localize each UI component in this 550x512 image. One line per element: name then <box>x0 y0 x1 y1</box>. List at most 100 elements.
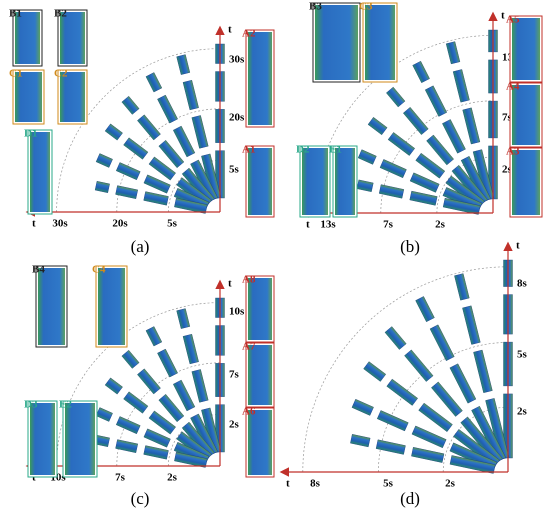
inset-image <box>98 268 125 345</box>
time-label: 20s <box>112 218 128 230</box>
stripe-segment <box>123 391 149 414</box>
inset-label: A6 <box>242 406 256 418</box>
stripe <box>415 296 506 462</box>
inset-image <box>248 278 272 340</box>
panel-label: (a) <box>131 237 150 256</box>
stripe <box>454 273 510 460</box>
stripe-segment <box>158 394 185 423</box>
stripe-segment <box>378 184 405 199</box>
stripe-segment <box>357 149 377 165</box>
stripe-segment <box>123 137 149 160</box>
stripe-segment <box>454 273 470 301</box>
inset-image <box>248 410 272 475</box>
stripe-segment <box>363 361 387 382</box>
inset-image <box>38 268 65 345</box>
stripe-segment <box>471 405 506 462</box>
time-label: 20s <box>229 112 245 124</box>
inset-image <box>335 148 355 215</box>
stripe <box>412 60 491 203</box>
time-label: 7s <box>383 219 394 231</box>
axis-label: t <box>228 24 232 36</box>
inset-label: B1 <box>9 8 22 20</box>
stripe-segment <box>376 410 409 432</box>
time-label: 2s <box>435 219 446 231</box>
stripe-segment <box>157 348 178 378</box>
stripe <box>356 179 481 215</box>
time-label: 8s <box>517 278 528 290</box>
inset-image <box>302 148 328 215</box>
time-label: 10s <box>229 306 245 318</box>
stripe-segment <box>137 368 161 395</box>
stripe-segment <box>143 445 169 460</box>
stripe-segment <box>386 86 406 108</box>
inset-label: A8 <box>242 274 256 286</box>
time-label: 2s <box>502 164 513 176</box>
stripe <box>121 349 215 459</box>
inset-image <box>365 5 395 80</box>
axis-label: t <box>501 10 505 22</box>
time-label: 5s <box>229 164 240 176</box>
stripe-segment <box>442 197 481 215</box>
time-label: 2s <box>167 472 178 484</box>
axis-label: t <box>286 478 290 490</box>
inset-image <box>248 32 272 125</box>
stripe-segment <box>95 407 113 422</box>
inset-label: C2 <box>54 68 68 80</box>
stripe-segment <box>191 115 209 149</box>
stripe-segment <box>182 333 199 365</box>
stripe-segment <box>95 153 113 168</box>
time-label: 5s <box>383 478 394 490</box>
time-label: 5s <box>167 218 178 230</box>
stripe-segment <box>409 190 438 206</box>
inset-label: C3 <box>359 1 373 13</box>
stripe-segment <box>157 94 178 124</box>
stripe-segment <box>351 398 374 416</box>
stripe <box>363 361 500 468</box>
stripe-segment <box>143 174 171 194</box>
stripe-segment <box>462 107 481 145</box>
stripe-segment <box>176 54 191 75</box>
inset-image <box>30 132 50 212</box>
stripe <box>176 54 222 200</box>
stripe <box>176 308 222 454</box>
stripe-segment <box>121 349 140 369</box>
stripe-segment <box>104 123 123 141</box>
stripe-segment <box>415 296 435 323</box>
stripe-segment <box>182 79 199 111</box>
time-label: 30s <box>52 218 68 230</box>
stripe-segment <box>386 378 418 406</box>
stripe-segment <box>429 324 455 361</box>
stripe <box>145 326 218 456</box>
stripe-segment <box>143 191 169 206</box>
time-label: 30s <box>229 54 245 66</box>
time-label: 13s <box>320 219 336 231</box>
stripe-segment <box>172 125 196 158</box>
stripe-segment <box>452 69 470 103</box>
stripe <box>384 326 503 465</box>
stripe-segment <box>449 455 496 474</box>
stripe-segment <box>473 349 493 393</box>
stripe <box>94 181 208 214</box>
inset-label: D1 <box>24 128 37 140</box>
inset-label: E2 <box>59 399 72 411</box>
inset-label: B4 <box>32 264 45 276</box>
stripe-segment <box>387 132 416 156</box>
stripe-segment <box>174 451 208 468</box>
axis-label: t <box>516 240 520 252</box>
stripe-segment <box>411 425 447 449</box>
axis-label: t <box>228 278 232 290</box>
inset-image <box>512 18 540 80</box>
stripe-segment <box>145 72 163 93</box>
stripe-segment <box>356 179 374 192</box>
inset-image <box>60 72 85 122</box>
inset-label: A4 <box>506 81 520 93</box>
stripe-segment <box>460 416 503 465</box>
arc <box>56 302 221 467</box>
stripe-segment <box>379 159 407 179</box>
stripe <box>145 72 218 202</box>
stripe-segment <box>415 152 446 179</box>
arc <box>380 100 494 214</box>
stripe-segment <box>412 60 430 83</box>
time-label: 8s <box>310 478 321 490</box>
